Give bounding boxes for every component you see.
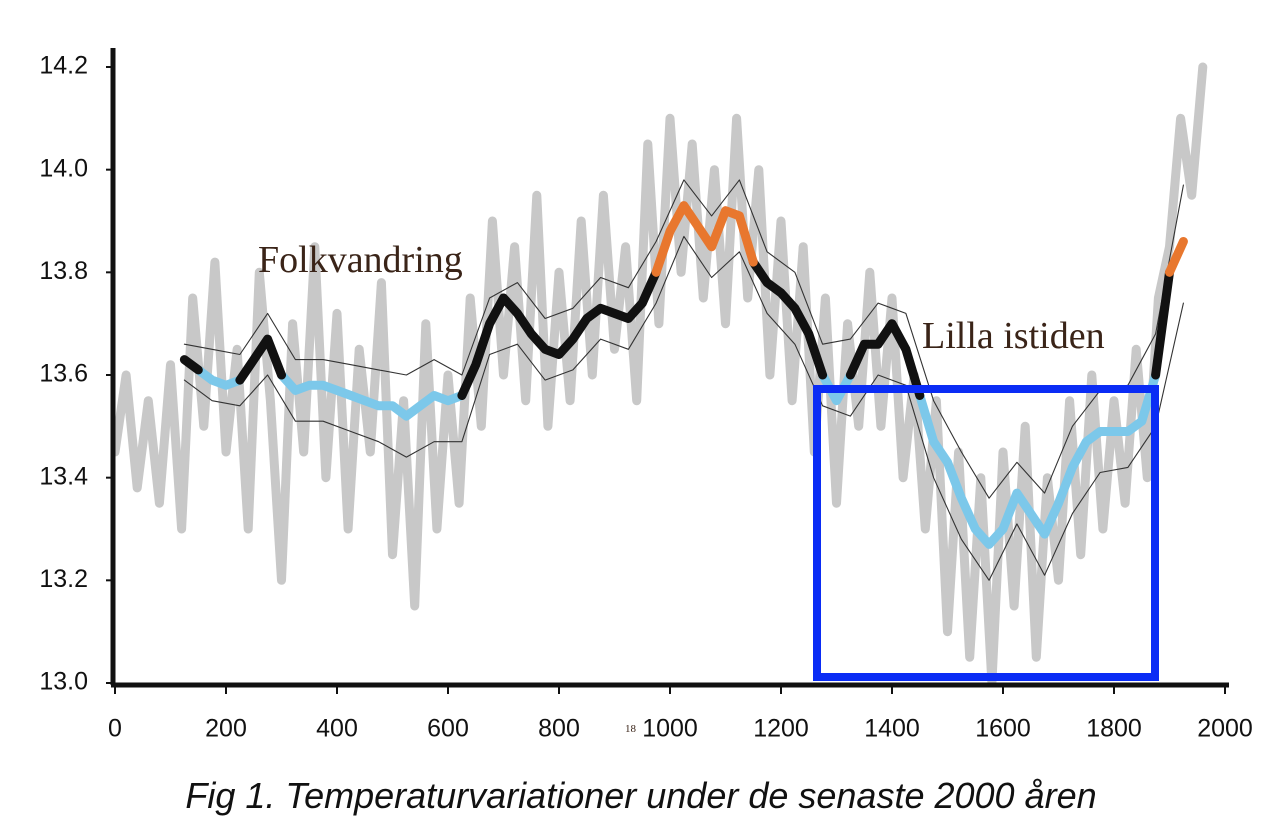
annotation: 18 xyxy=(625,723,637,735)
x-tick-label: 1600 xyxy=(975,715,1031,743)
x-tick-label: 1200 xyxy=(753,715,809,743)
confidence-band xyxy=(183,179,1184,499)
x-tick-label: 1400 xyxy=(864,715,920,743)
y-tick-label: 13.8 xyxy=(39,257,88,285)
x-tick-label: 1800 xyxy=(1086,715,1142,743)
plot-area xyxy=(110,62,1208,688)
x-tick-label: 600 xyxy=(427,715,469,743)
annotation: Folkvandring xyxy=(258,239,463,281)
x-tick-label: 200 xyxy=(205,715,247,743)
highlight-box xyxy=(813,385,1159,681)
y-tick-label: 14.0 xyxy=(39,154,88,182)
raw-series xyxy=(110,62,1208,688)
x-tick-label: 2000 xyxy=(1197,715,1253,743)
annotation: Lilla istiden xyxy=(922,315,1105,357)
confidence-band xyxy=(183,235,1184,581)
caption: Fig 1. Temperaturvariationer under de se… xyxy=(185,775,1096,816)
y-tick-label: 13.6 xyxy=(39,360,88,388)
y-tick-label: 13.2 xyxy=(39,565,88,593)
smoothed-line xyxy=(651,201,1188,277)
x-tick-label: 800 xyxy=(538,715,580,743)
x-tick-label: 0 xyxy=(108,715,122,743)
smoothed-line xyxy=(193,365,1161,549)
x-tick-label: 1000 xyxy=(642,715,698,743)
y-tick-label: 14.2 xyxy=(39,52,88,80)
y-tick-label: 13.4 xyxy=(39,462,88,490)
y-tick-label: 13.0 xyxy=(39,668,88,696)
smoothed-line xyxy=(179,257,1174,400)
x-tick-label: 400 xyxy=(316,715,358,743)
